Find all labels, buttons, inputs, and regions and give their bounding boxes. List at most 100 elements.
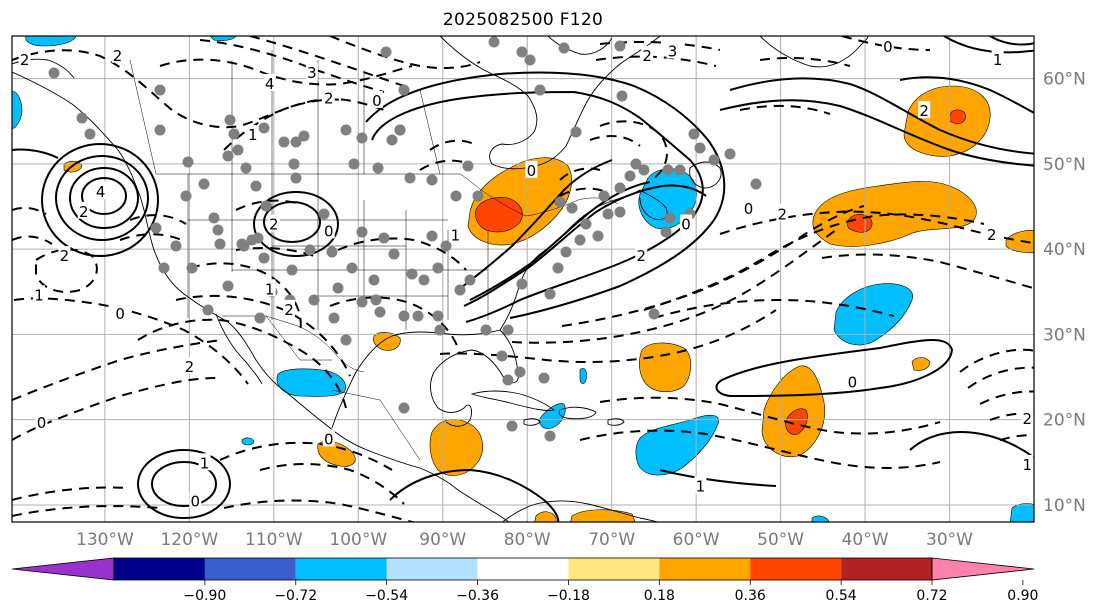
coastline-cuba — [470, 390, 556, 411]
colorbar-tick-label: −0.36 — [456, 588, 499, 604]
station-dot — [254, 312, 266, 324]
contour-label-bg — [322, 221, 335, 239]
station-dot — [624, 170, 636, 182]
station-dot — [198, 178, 210, 190]
station-dot — [332, 282, 344, 294]
station-dot — [150, 222, 162, 234]
anomaly-strong-tropical-atlantic — [785, 408, 808, 435]
latitude-label: 10°N — [1043, 496, 1086, 516]
contour-dashed-15 — [337, 237, 467, 271]
station-dot — [426, 174, 438, 186]
station-dot — [374, 306, 386, 318]
station-dot — [614, 206, 626, 218]
station-dot — [340, 124, 352, 136]
colorbar-segment — [568, 558, 660, 580]
colorbar-segment — [750, 558, 842, 580]
contour-label-bg — [18, 50, 31, 68]
contour-label-bg — [1021, 455, 1034, 473]
contour-label: 4 — [96, 183, 106, 201]
contour-label: 2 — [185, 358, 195, 376]
contour-label-bg — [635, 246, 648, 264]
station-dot — [308, 294, 320, 306]
anomaly-negative-caribbean — [635, 414, 719, 476]
contour-label: 1 — [451, 227, 461, 245]
contour-label: 1 — [696, 477, 706, 495]
latitude-label: 50°N — [1043, 155, 1086, 175]
anomaly-positive-north-atlantic — [903, 85, 991, 157]
colorbar-segment — [477, 558, 569, 580]
contour-dashed-29 — [259, 463, 405, 505]
contour-dashed-32 — [739, 57, 851, 115]
coastlines — [12, 36, 869, 522]
station-dot — [202, 304, 214, 316]
station-dot — [574, 234, 586, 246]
contour-dashed-10 — [12, 339, 223, 401]
border-us-canada — [156, 173, 619, 217]
coastline-baffin — [547, 36, 613, 55]
contour-dashed-8 — [13, 297, 249, 385]
station-dot — [598, 190, 610, 202]
contour-label-bg — [283, 299, 296, 317]
contour-north-atlantic-5 — [989, 36, 1034, 46]
station-dot — [558, 42, 570, 54]
station-dot — [286, 264, 298, 276]
station-dot — [614, 182, 626, 194]
contour-label-bg — [680, 214, 693, 232]
station-dot — [464, 274, 476, 286]
contour-label: 2 — [269, 216, 279, 234]
border-us-states-grid — [187, 174, 489, 330]
station-dot — [660, 226, 672, 238]
station-dot — [304, 244, 316, 256]
contour-north-atlantic-1 — [719, 99, 1034, 167]
colorbar: −0.90 −0.72 −0.54 −0.36 −0.18 0.18 0.36 0.54 0.7… — [11, 557, 1038, 604]
longitude-label: 100°W — [329, 530, 387, 550]
anomaly-positive-south-america-small — [534, 511, 557, 522]
station-dot — [602, 208, 614, 220]
coastline-jamaica — [523, 418, 541, 426]
contour-subtropical-zero — [715, 339, 954, 398]
contour-label-bg — [33, 285, 46, 303]
contour-label: 0 — [527, 162, 537, 180]
contour-tropical-east-solid — [909, 431, 1034, 459]
contour-label-bg — [114, 304, 127, 322]
station-dot — [454, 284, 466, 296]
colorbar-segment — [204, 558, 296, 580]
contour-label-bg — [263, 73, 276, 91]
contour-dashed-21 — [653, 298, 895, 319]
station-dot — [570, 126, 582, 138]
anomaly-negative-top-left — [25, 36, 77, 47]
contour-dashed-25 — [599, 396, 941, 435]
contour-jet-2 — [365, 71, 726, 319]
station-dot — [648, 308, 660, 320]
contour-dashed-30 — [12, 486, 161, 517]
station-dot — [386, 134, 398, 146]
contour-label-bg — [918, 101, 931, 119]
station-dot — [298, 130, 310, 142]
contours — [12, 36, 1034, 522]
contour-label-bg — [991, 50, 1004, 68]
station-dot — [406, 268, 418, 280]
station-dot — [516, 46, 528, 58]
contour-label: 2 — [60, 247, 70, 265]
longitude-label: 40°W — [842, 530, 889, 550]
contour-dashed-38 — [419, 139, 475, 171]
contour-label-bg — [322, 429, 335, 447]
station-dot — [370, 294, 382, 306]
contour-dashed-13 — [175, 294, 351, 377]
contour-label: 2 — [79, 203, 89, 221]
contour-label: 2 — [919, 102, 929, 120]
station-dot — [252, 232, 264, 244]
station-dot — [288, 158, 300, 170]
anomaly-negative-mexico-pacific — [276, 368, 346, 397]
colorbar-tick-label: 0.54 — [826, 588, 857, 604]
station-dot — [426, 230, 438, 242]
contour-label-bg — [198, 453, 211, 471]
latitude-label: 20°N — [1043, 411, 1086, 431]
contour-label: 0 — [744, 200, 754, 218]
contour-dashed-12 — [189, 262, 302, 333]
station-dot — [398, 402, 410, 414]
colorbar-frame — [113, 557, 933, 581]
contour-label-bg — [449, 225, 462, 243]
